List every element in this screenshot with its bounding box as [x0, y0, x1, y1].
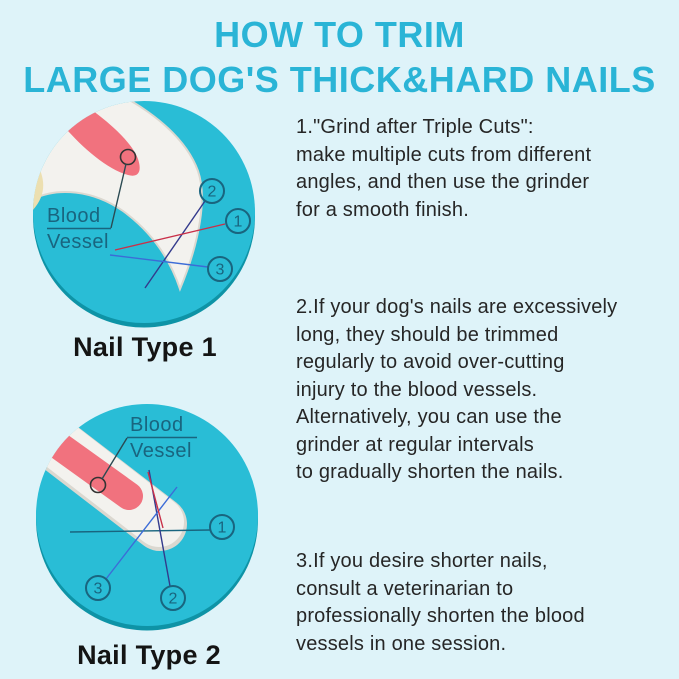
vessel-point-marker	[89, 476, 107, 494]
step-1-line: for a smooth finish.	[296, 198, 469, 221]
step-3-line: 3.If you desire shorter nails,	[296, 550, 548, 572]
step-3-line: professionally shorten the blood	[296, 605, 585, 627]
vessel-leader-line	[101, 437, 128, 480]
marker-label-3: 3	[216, 262, 225, 279]
caption-nail-type-1: Nail Type 1	[73, 332, 217, 362]
title-line-1: HOW TO TRIM	[214, 14, 465, 55]
marker-label-2: 2	[169, 591, 178, 608]
page-title: HOW TO TRIM LARGE DOG'S THICK&HARD NAILS	[0, 12, 679, 102]
step-2-line: long, they should be trimmed	[296, 323, 559, 346]
vessel-label-blood: Blood	[130, 414, 184, 436]
marker-label-1: 1	[234, 214, 243, 231]
cut-line-1	[69, 529, 211, 533]
cut-line-3	[109, 254, 209, 268]
marker-label-2: 2	[208, 184, 217, 201]
step-2-line: 2.If your dog's nails are excessively	[296, 296, 618, 318]
step-2-line: injury to the blood vessels.	[296, 378, 538, 401]
vessel-label-blood: Blood	[47, 205, 101, 227]
blood-vessel-shape	[35, 101, 140, 176]
title-line-2: LARGE DOG'S THICK&HARD NAILS	[23, 59, 656, 100]
marker-circle-1	[225, 208, 251, 234]
step-2-line: grinder at regular intervals	[296, 433, 534, 456]
cut-line-red	[147, 471, 164, 529]
step-2-line: Alternatively, you can use the	[296, 406, 562, 428]
marker-circle-3	[207, 256, 233, 282]
nail-type-1-diagram: Blood Vessel 2 1 3	[33, 101, 255, 328]
vessel-point-marker	[119, 148, 137, 166]
vessel-label-vessel: Vessel	[47, 231, 109, 253]
step-2-line: to gradually shorten the nails.	[296, 461, 564, 483]
vessel-leader-line	[110, 163, 127, 229]
marker-circle-2	[199, 178, 225, 204]
vessel-label-vessel: Vessel	[130, 440, 192, 462]
marker-label-1: 1	[218, 520, 227, 537]
step-2-line: regularly to avoid over-cutting	[296, 351, 565, 373]
cut-line-1	[114, 223, 226, 251]
caption-nail-type-2: Nail Type 2	[77, 640, 221, 670]
nail-type-2-diagram: Blood Vessel 1 2 3	[36, 404, 258, 631]
step-1-line: make multiple cuts from different	[296, 143, 592, 166]
marker-circle-1	[209, 514, 235, 540]
step-2: 2.If your dog's nails are excessively lo…	[296, 294, 676, 487]
cut-line-2	[144, 200, 206, 289]
step-3-line: vessels in one session.	[296, 632, 507, 655]
marker-circle-2	[160, 585, 186, 611]
step-3-line: consult a veterinarian to	[296, 577, 514, 600]
step-1: 1."Grind after Triple Cuts": make multip…	[296, 114, 676, 224]
nail-wall-cream-shape	[33, 144, 44, 213]
step-3: 3.If you desire shorter nails, consult a…	[296, 548, 676, 658]
step-1-line: angles, and then use the grinder	[296, 171, 590, 193]
step-1-line: 1."Grind after Triple Cuts":	[296, 116, 534, 138]
cut-line-3	[105, 486, 178, 580]
marker-label-3: 3	[94, 581, 103, 598]
marker-circle-3	[85, 575, 111, 601]
